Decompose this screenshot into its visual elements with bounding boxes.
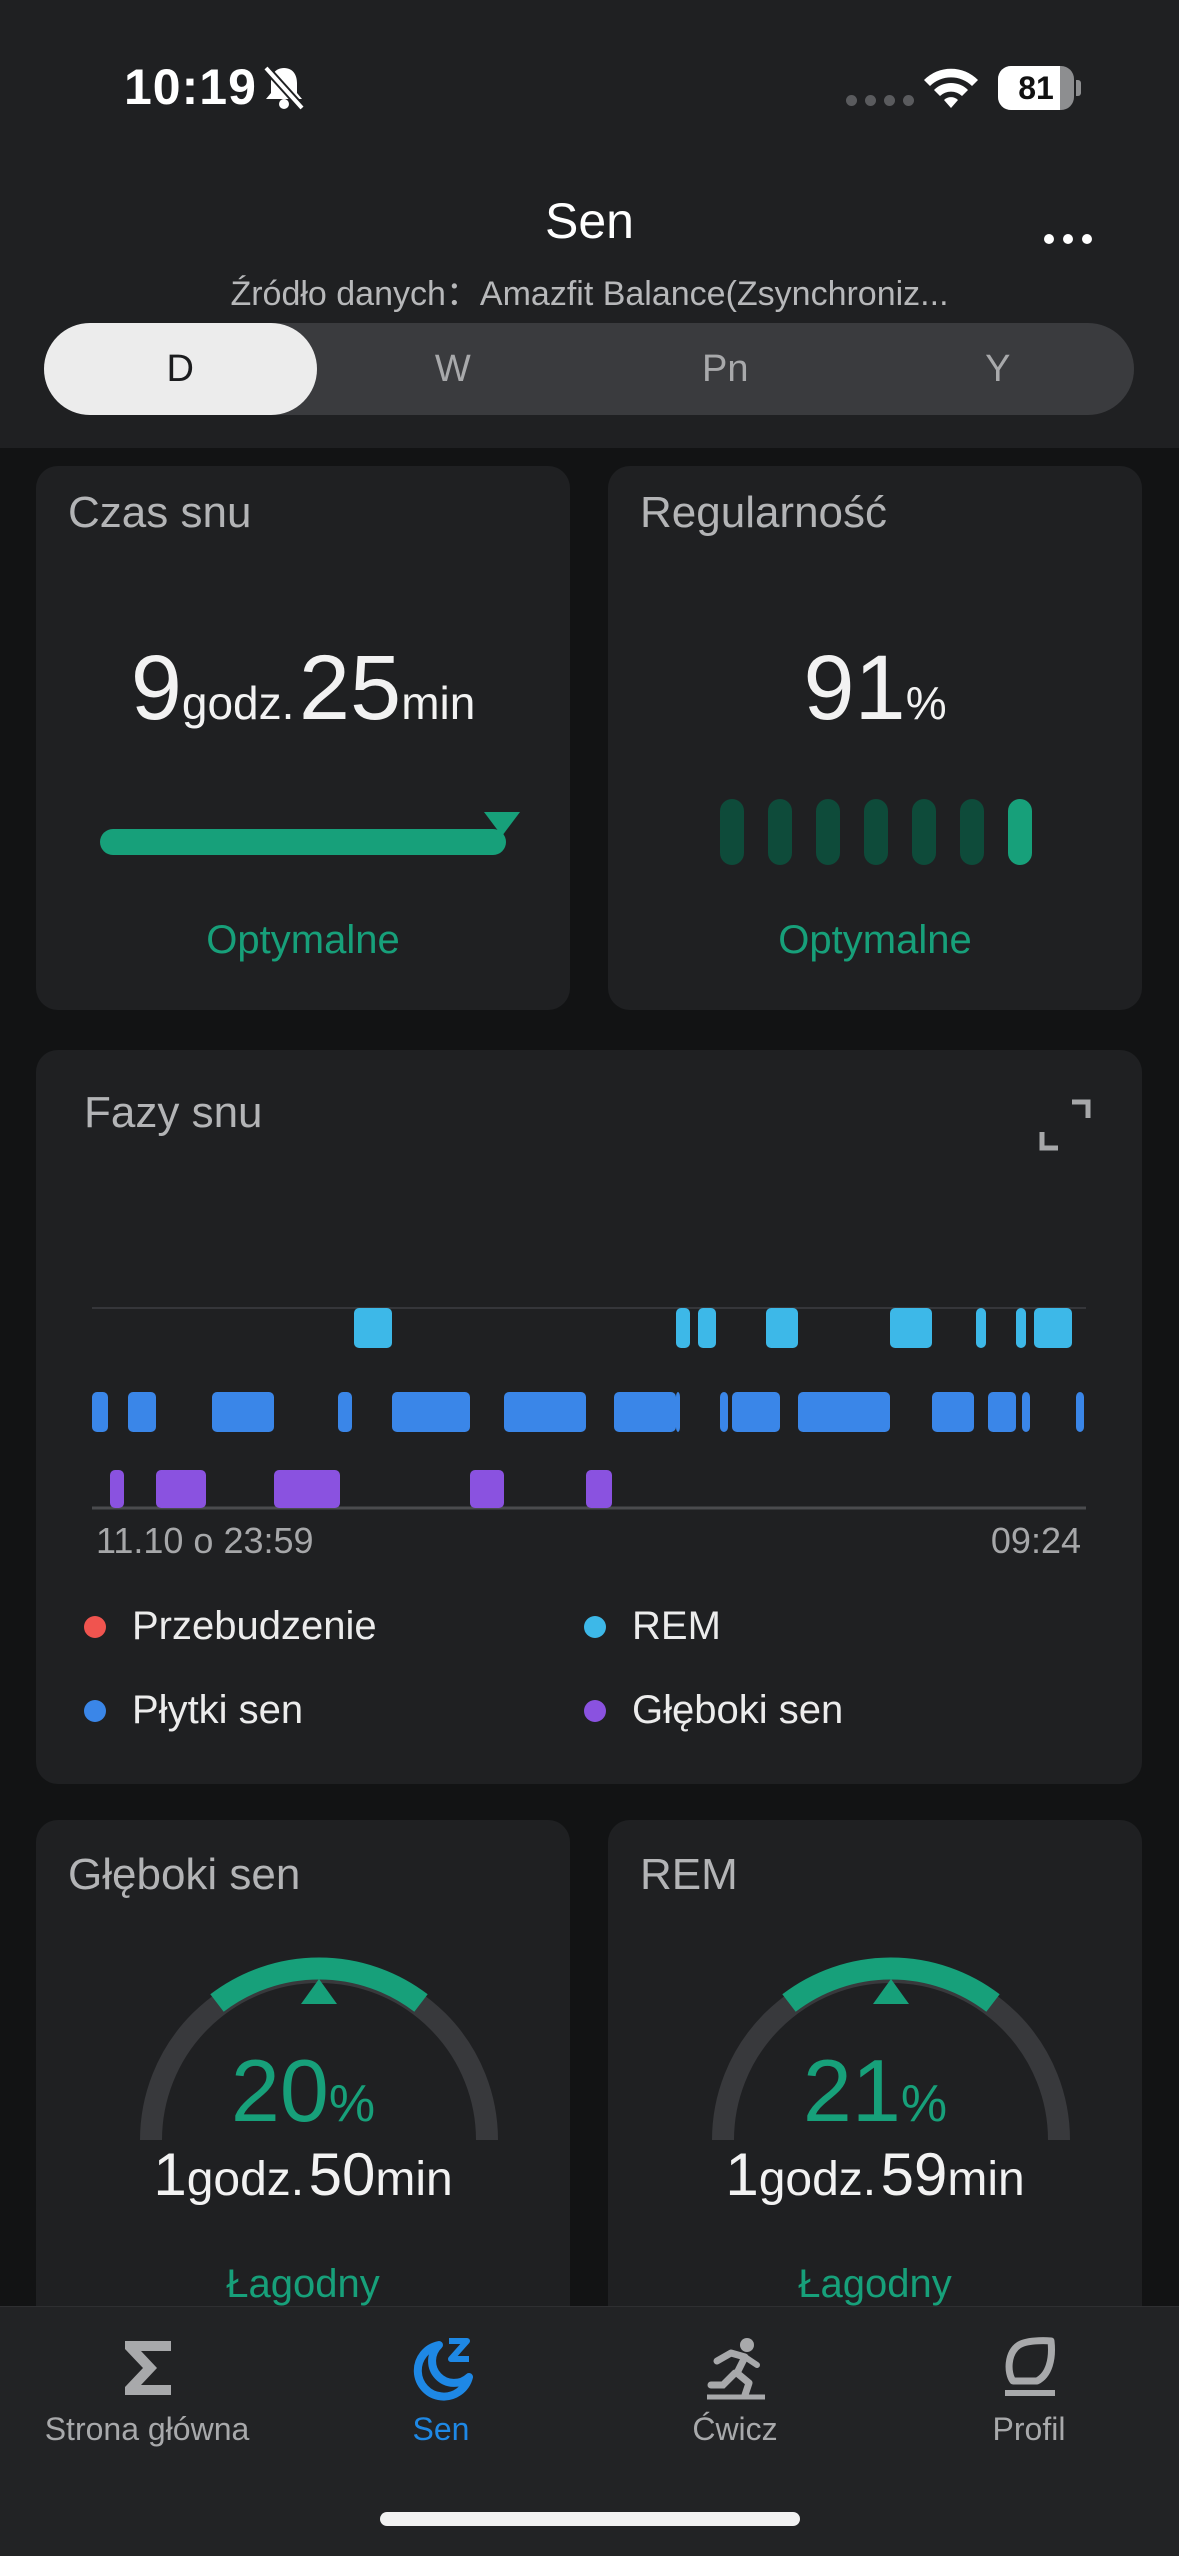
battery-indicator: 81 (998, 66, 1081, 110)
phase-segment-light (798, 1392, 890, 1432)
card-title: Czas snu (68, 488, 252, 537)
profile-icon (1005, 2337, 1055, 2396)
sleep-duration: 9godz. 25min (130, 637, 476, 739)
home-indicator (380, 2512, 800, 2526)
legend-rem: REM (584, 1604, 721, 1649)
card-title: Regularność (640, 488, 888, 537)
phase-segment-light (932, 1392, 974, 1432)
phase-segment-light (128, 1392, 156, 1432)
phase-segment-light (92, 1392, 108, 1432)
running-icon (707, 2338, 765, 2400)
battery-level: 81 (1018, 70, 1054, 106)
status-time: 10:19 (124, 59, 257, 115)
moon-sleep-icon (413, 2338, 473, 2401)
tab-year[interactable]: Y (985, 348, 1011, 390)
phase-segment-light (614, 1392, 676, 1432)
deep-sleep-duration: 1godz. 50min (153, 2141, 453, 2208)
tab-month[interactable]: Pn (702, 348, 749, 390)
phase-segment-deep (470, 1470, 504, 1508)
phase-segment-light (676, 1392, 680, 1432)
wifi-icon (924, 68, 978, 108)
regularity-bar (912, 799, 936, 865)
sleep-time-status: Optymalne (206, 918, 400, 962)
sigma-icon (125, 2341, 171, 2395)
phase-segment-rem (766, 1308, 798, 1348)
regularity-bar (768, 799, 792, 865)
sleep-time-card[interactable]: Czas snu 9godz. 25min Optymalne (36, 466, 570, 1010)
nav-workout[interactable]: Ćwicz (588, 2307, 882, 2487)
card-title: Głęboki sen (68, 1850, 301, 1899)
phase-segment-rem (890, 1308, 932, 1348)
sleep-phases-chart (92, 1307, 1086, 1510)
card-title: REM (640, 1850, 738, 1899)
phase-segment-rem (1016, 1308, 1026, 1348)
phase-segment-light (338, 1392, 352, 1432)
header: 10:19 81 Sen Źródło danych：Amazfit Balan… (0, 0, 1179, 448)
period-selector: D W Pn Y (44, 323, 1134, 415)
phase-segment-light (1022, 1392, 1030, 1432)
regularity-bar (720, 799, 744, 865)
legend-deep: Głęboki sen (584, 1688, 843, 1733)
chart-start-time: 11.10 o 23:59 (96, 1520, 314, 1561)
regularity-bar (960, 799, 984, 865)
phase-segment-rem (676, 1308, 690, 1348)
rem-duration: 1godz. 59min (725, 2141, 1025, 2208)
regularity-card[interactable]: Regularność 91% Optymalne (608, 466, 1142, 1010)
rem-status: Łagodny (798, 2262, 952, 2306)
nav-sleep[interactable]: Sen (294, 2307, 588, 2487)
phase-segment-rem (354, 1308, 392, 1348)
page-title: Sen (545, 193, 634, 249)
deep-sleep-status: Łagodny (226, 2262, 380, 2306)
phase-segment-rem (976, 1308, 986, 1348)
regularity-bar (1008, 799, 1032, 865)
phase-segment-deep (274, 1470, 340, 1508)
phase-segment-light (988, 1392, 1016, 1432)
more-options-icon[interactable] (1044, 234, 1092, 244)
nav-home[interactable]: Strona główna (0, 2307, 294, 2487)
nav-profile[interactable]: Profil (882, 2307, 1176, 2487)
regularity-status: Optymalne (778, 918, 972, 962)
phase-segment-deep (156, 1470, 206, 1508)
phase-segment-light (1076, 1392, 1084, 1432)
rem-gauge (712, 1957, 1070, 2141)
deep-sleep-percent: 20% (230, 2041, 376, 2140)
phase-segment-light (732, 1392, 780, 1432)
rem-percent: 21% (802, 2041, 948, 2140)
bell-muted-icon (263, 65, 305, 111)
expand-icon[interactable] (1038, 1098, 1092, 1152)
cellular-signal-icon (846, 95, 914, 106)
phase-segment-rem (698, 1308, 716, 1348)
sleep-duration-bar (100, 829, 506, 855)
deep-sleep-gauge (140, 1957, 498, 2141)
legend-awake: Przebudzenie (84, 1604, 377, 1649)
card-title: Fazy snu (84, 1088, 263, 1137)
target-marker-icon (484, 812, 520, 836)
regularity-value: 91% (803, 637, 947, 739)
chart-end-time: 09:24 (990, 1520, 1081, 1561)
phase-segment-light (720, 1392, 728, 1432)
phase-segment-light (212, 1392, 274, 1432)
phase-segment-rem (1034, 1308, 1072, 1348)
tab-day[interactable]: D (44, 323, 317, 415)
phase-segment-light (392, 1392, 470, 1432)
phase-segment-deep (110, 1470, 124, 1508)
data-source-label[interactable]: Źródło danych：Amazfit Balance(Zsynchroni… (230, 275, 949, 313)
tab-week[interactable]: W (434, 348, 471, 390)
regularity-bars (720, 799, 1032, 865)
legend-light: Płytki sen (84, 1688, 303, 1733)
phase-segment-light (504, 1392, 586, 1432)
phase-segment-deep (586, 1470, 612, 1508)
regularity-bar (864, 799, 888, 865)
regularity-bar (816, 799, 840, 865)
